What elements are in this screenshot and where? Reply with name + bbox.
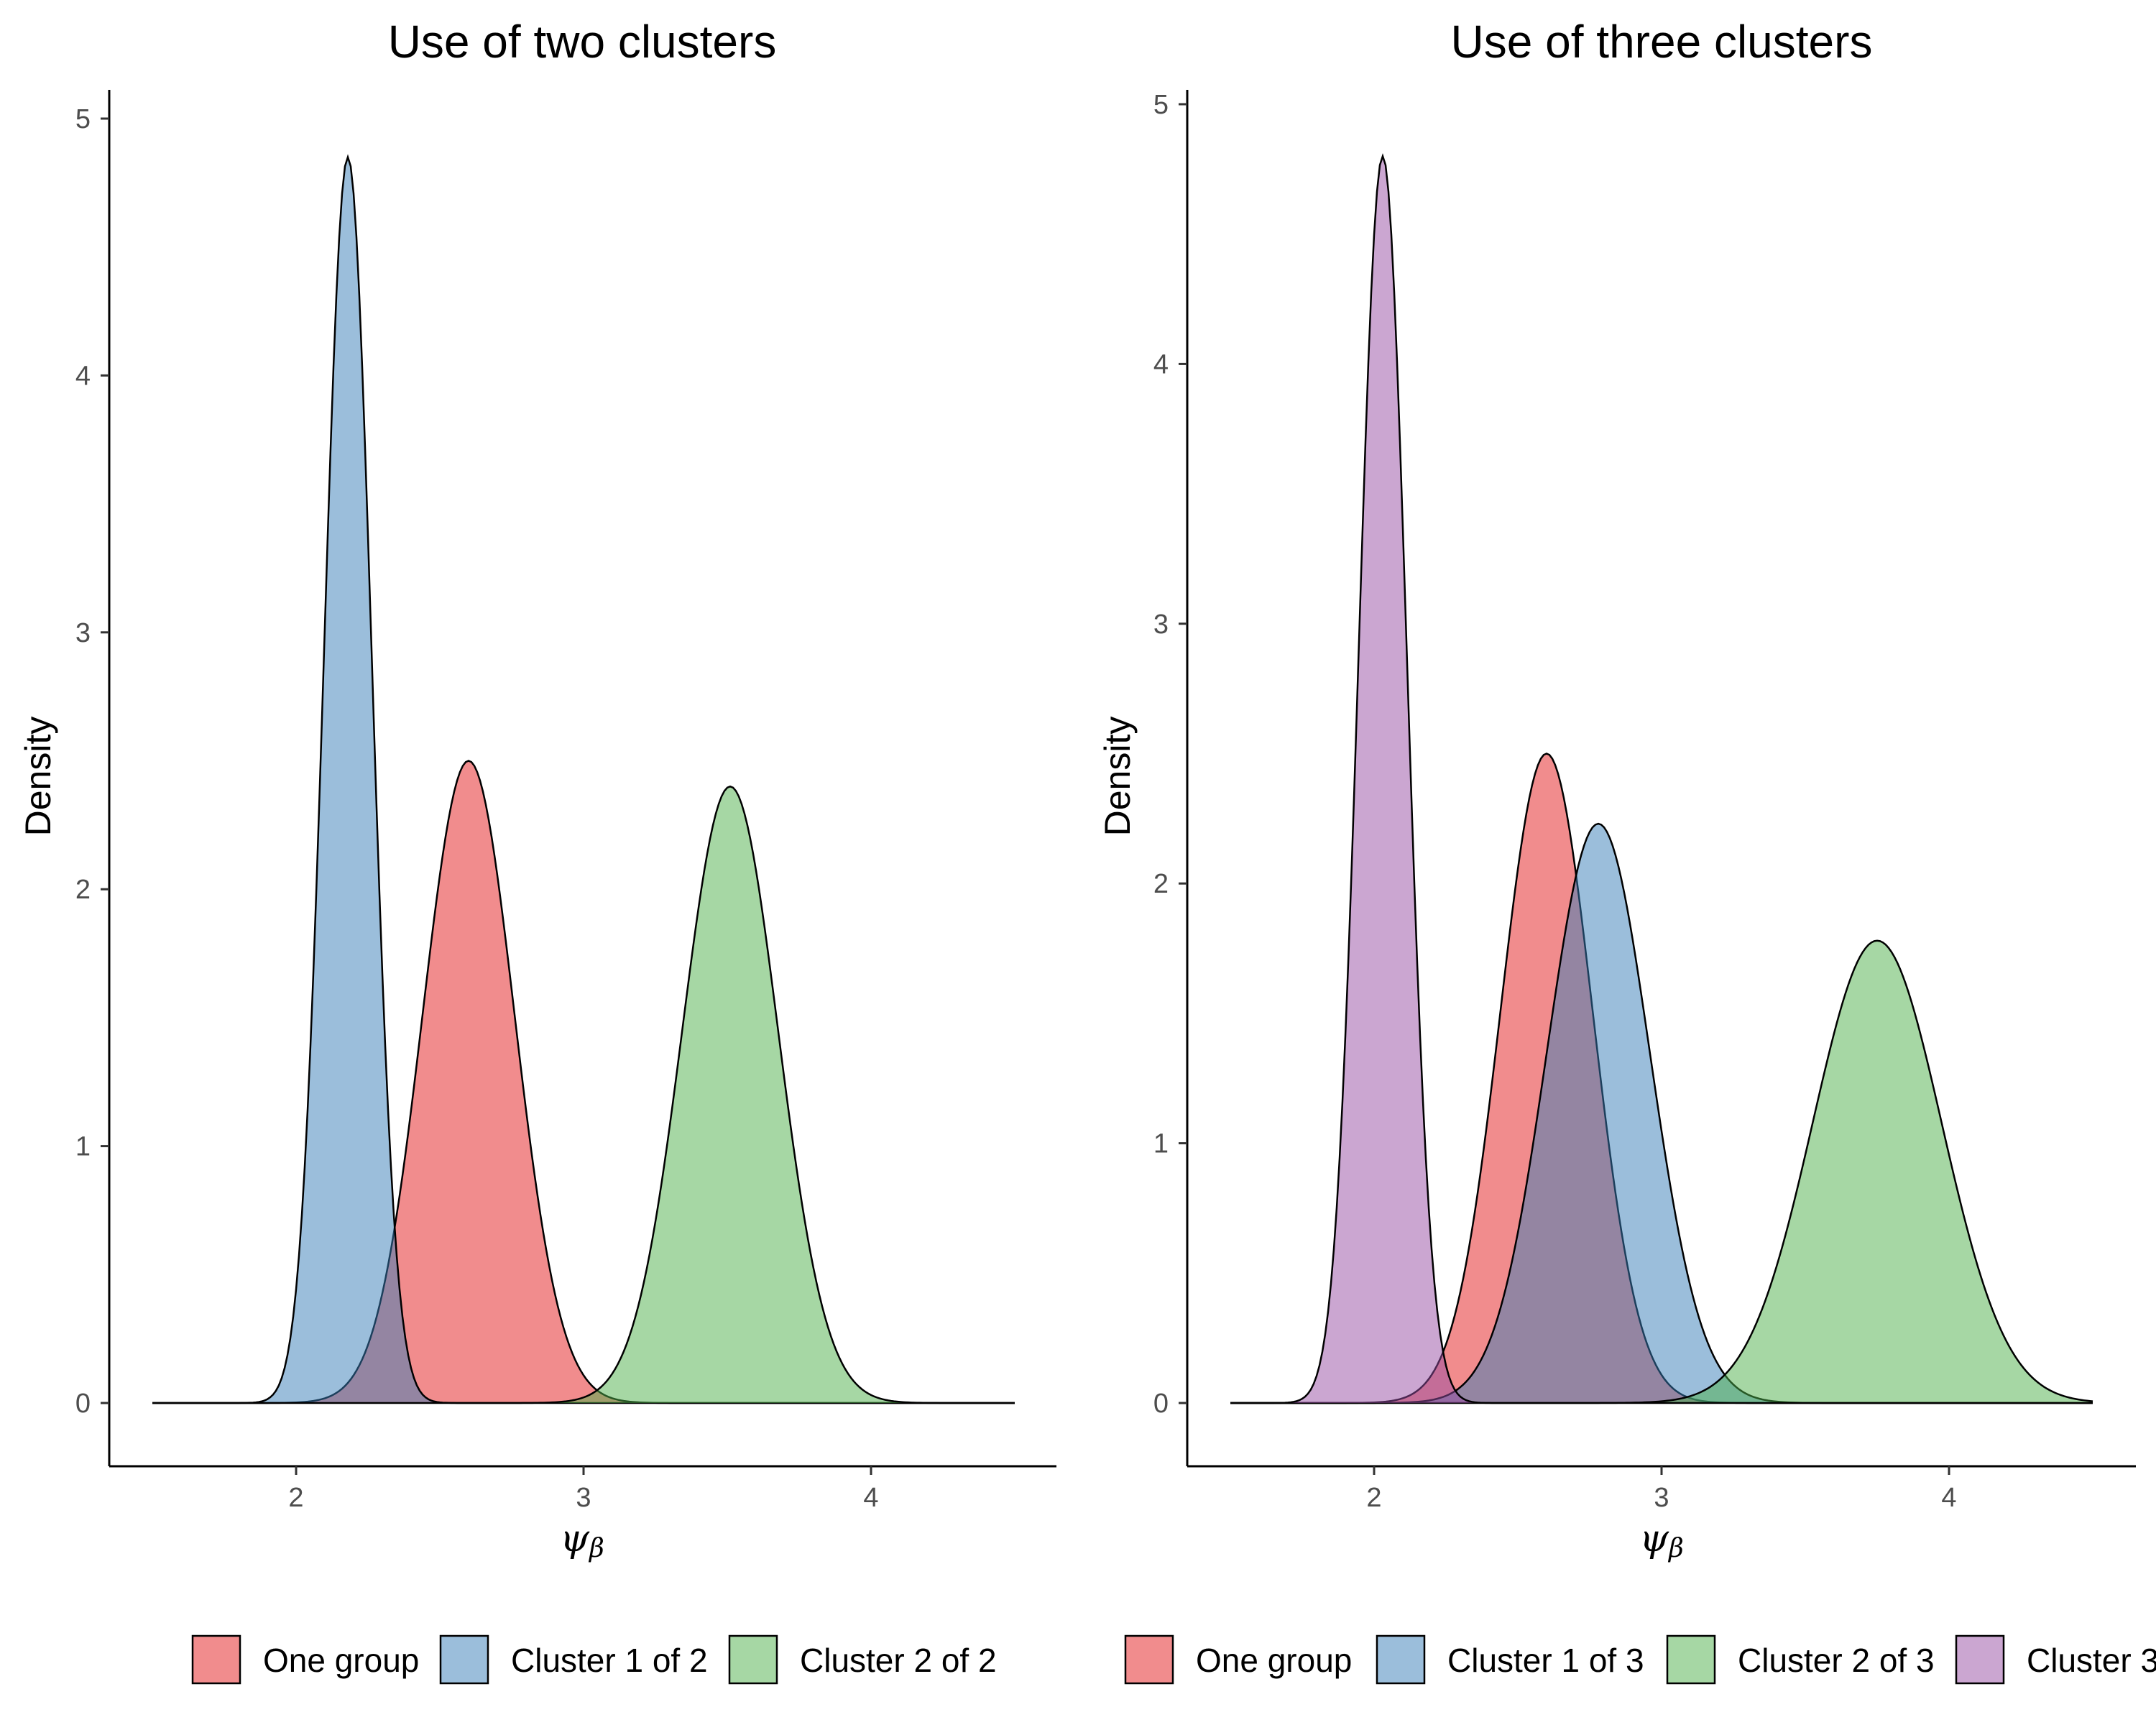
y-tick-label: 2	[75, 875, 91, 905]
legend-swatch	[1955, 1634, 2005, 1685]
panel-two-clusters: Use of two clusters 0 1 2 3 4 5 2 3 4 Density ψ…	[18, 16, 1056, 1685]
density-line-3	[152, 785, 1015, 1404]
legend-swatch	[439, 1634, 489, 1685]
plot-area	[1230, 153, 2093, 1404]
legend-item: Cluster 1 of 3	[1376, 1634, 1644, 1685]
legend-label: Cluster 1 of 2	[511, 1642, 708, 1679]
legend-label: One group	[263, 1642, 419, 1679]
x-axis-title: ψβ	[560, 1517, 604, 1563]
y-ticks: 0 1 2 3 4 5	[1153, 90, 1187, 1419]
density-area-4	[1230, 156, 2093, 1403]
y-tick-label: 4	[75, 361, 91, 391]
legend-item: One group	[191, 1634, 419, 1685]
density-area-2	[152, 157, 1015, 1404]
y-tick-label: 1	[75, 1132, 91, 1162]
x-axis-title: ψβ	[1639, 1517, 1684, 1563]
legend-item: Cluster 1 of 2	[439, 1634, 708, 1685]
x-tick-label: 3	[576, 1483, 591, 1513]
x-axis-title-sub: β	[588, 1534, 604, 1563]
density-line-4	[1230, 153, 2093, 1404]
y-tick-label: 4	[1153, 349, 1169, 380]
legend-swatch	[1124, 1634, 1174, 1685]
plot-area	[152, 154, 1015, 1404]
legend: One group Cluster 1 of 3 Cluster 2 of 3 Clu…	[1124, 1634, 2156, 1685]
legend-swatch	[1666, 1634, 1716, 1685]
y-ticks: 0 1 2 3 4 5	[75, 104, 109, 1419]
legend: One group Cluster 1 of 2 Cluster 2 of 2	[191, 1634, 997, 1685]
x-tick-label: 2	[288, 1483, 303, 1513]
legend-item: One group	[1124, 1634, 1352, 1685]
y-tick-label: 5	[75, 104, 91, 134]
x-axis-title-sub: β	[1667, 1534, 1684, 1563]
x-axis-title-main: ψ	[560, 1517, 590, 1560]
y-tick-label: 0	[1153, 1389, 1169, 1419]
x-tick-label: 4	[1941, 1483, 1956, 1513]
density-area-3	[152, 786, 1015, 1403]
x-axis-title-main: ψ	[1639, 1517, 1669, 1560]
y-tick-label: 5	[1153, 90, 1169, 120]
y-tick-label: 3	[1153, 610, 1169, 640]
legend-label: Cluster 2 of 2	[800, 1642, 997, 1679]
legend-swatch	[1376, 1634, 1426, 1685]
legend-label: Cluster 1 of 3	[1447, 1642, 1644, 1679]
x-ticks: 2 3 4	[1366, 1466, 1957, 1513]
chart-title: Use of three clusters	[1451, 16, 1873, 68]
y-axis-title: Density	[18, 717, 58, 837]
panel-three-clusters: Use of three clusters 0 1 2 3 4 5 2 3 4 Density…	[1097, 16, 2156, 1685]
y-tick-label: 0	[75, 1389, 91, 1419]
legend-swatch	[191, 1634, 241, 1685]
legend-item: Cluster 3	[1955, 1634, 2156, 1685]
legend-label: One group	[1196, 1642, 1352, 1679]
x-tick-label: 4	[863, 1483, 878, 1513]
density-line-1	[152, 760, 1015, 1404]
legend-item: Cluster 2 of 3	[1666, 1634, 1935, 1685]
density-line-2	[152, 154, 1015, 1404]
legend-swatch	[728, 1634, 778, 1685]
density-area-1	[152, 760, 1015, 1403]
legend-item: Cluster 2 of 2	[728, 1634, 997, 1685]
chart-title: Use of two clusters	[388, 16, 777, 68]
y-tick-label: 1	[1153, 1129, 1169, 1159]
x-tick-label: 3	[1654, 1483, 1669, 1513]
legend-label: Cluster 3	[2027, 1642, 2156, 1679]
legend-label: Cluster 2 of 3	[1738, 1642, 1935, 1679]
y-axis-title: Density	[1097, 717, 1138, 837]
density-area-3	[1230, 940, 2093, 1403]
density-area-2	[1230, 824, 2093, 1403]
y-tick-label: 2	[1153, 869, 1169, 899]
y-tick-label: 3	[75, 618, 91, 648]
x-tick-label: 2	[1366, 1483, 1381, 1513]
x-ticks: 2 3 4	[288, 1466, 879, 1513]
